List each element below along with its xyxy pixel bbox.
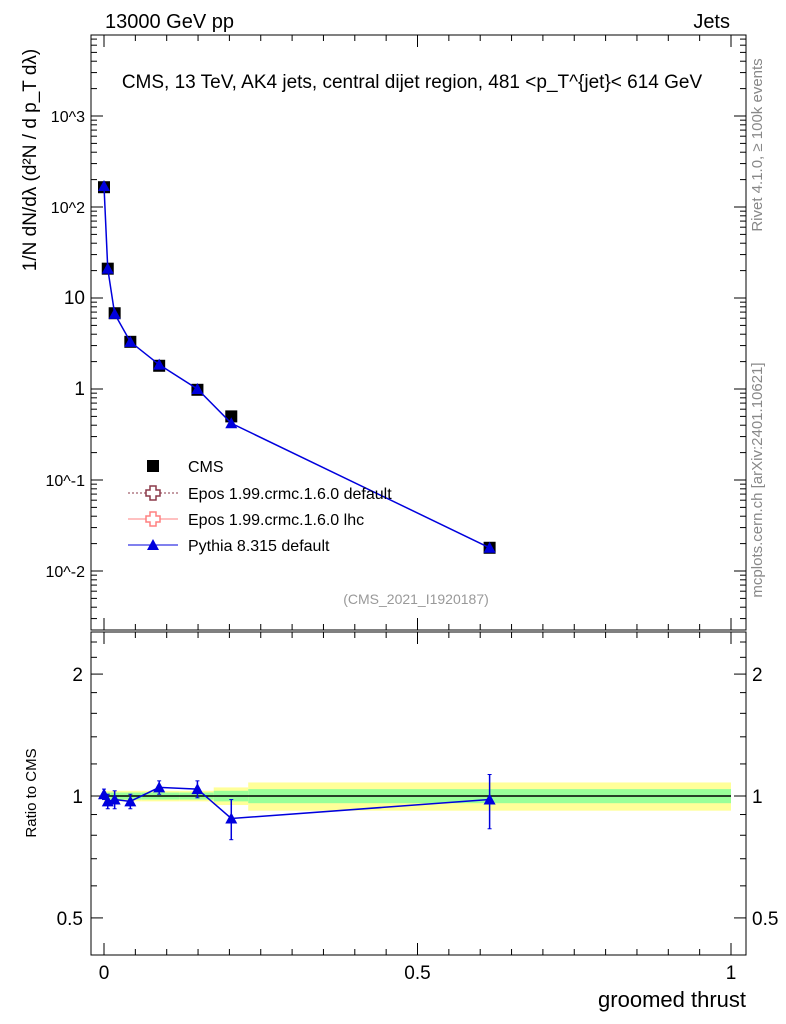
pythia-line	[103, 185, 490, 549]
mcplots-label: mcplots.cern.ch [arXiv:2401.10621]	[749, 362, 766, 597]
pythia-point	[108, 307, 121, 319]
y-tick-label: 10	[64, 288, 85, 309]
pythia-ratio-point	[153, 781, 166, 793]
y-tick-label: 10^-2	[45, 564, 85, 581]
y-tick-label: 1	[74, 379, 85, 400]
plot-title: CMS, 13 TeV, AK4 jets, central dijet reg…	[122, 72, 703, 93]
pythia-ratio-point	[191, 783, 204, 795]
ratio-y-tick-label-right: 0.5	[752, 909, 778, 930]
ratio-frame	[90, 631, 747, 956]
pythia-point	[191, 383, 204, 394]
header-left: 13000 GeV pp	[105, 11, 234, 33]
y-tick-label: 10^-1	[45, 473, 85, 490]
ratio-y-label: Ratio to CMS	[23, 748, 40, 837]
legend-epos-marker	[145, 485, 161, 501]
legend-pythia-marker	[147, 539, 159, 550]
ratio-y-tick-label: 1	[72, 787, 83, 808]
pythia-ratio-point	[124, 795, 137, 807]
pythia-point	[124, 335, 137, 347]
pythia-point	[98, 180, 110, 192]
legend-cms-marker	[147, 460, 159, 472]
y-tick-label: 10^2	[51, 200, 85, 217]
legend-label: Epos 1.99.crmc.1.6.0 lhc	[188, 512, 364, 529]
header-right: Jets	[693, 11, 730, 33]
pythia-point	[483, 541, 496, 553]
legend-label: CMS	[188, 459, 224, 476]
legend-epos-marker	[145, 511, 161, 527]
upper-frame	[90, 34, 747, 631]
x-tick-label: 1	[726, 963, 737, 984]
x-axis-label: groomed thrust	[598, 987, 746, 1012]
pythia-ratio-point	[225, 812, 238, 824]
ratio-y-tick-label-right: 1	[752, 787, 763, 808]
ratio-y-tick-label: 0.5	[57, 909, 83, 930]
x-tick-label: 0	[99, 963, 110, 984]
x-tick-label: 0.5	[404, 963, 430, 984]
pythia-point	[225, 417, 238, 429]
pythia-point	[153, 358, 166, 370]
legend-label: Pythia 8.315 default	[188, 538, 330, 555]
y-axis-label: 1/N dN/dλ (d²N / d p_T dλ)	[20, 49, 41, 271]
y-tick-label: 10^3	[51, 109, 85, 126]
ratio-y-tick-label-right: 2	[752, 665, 763, 686]
pythia-ratio-point	[483, 793, 496, 805]
pythia-ratio-point	[98, 788, 110, 800]
pythia-ratio-point	[108, 793, 121, 805]
rivet-label: Rivet 4.1.0, ≥ 100k events	[749, 58, 766, 231]
ratio-y-tick-label: 2	[72, 665, 83, 686]
analysis-annotation: (CMS_2021_I1920187)	[343, 591, 489, 607]
legend-label: Epos 1.99.crmc.1.6.0 default	[188, 486, 392, 503]
pythia-point	[101, 262, 114, 274]
